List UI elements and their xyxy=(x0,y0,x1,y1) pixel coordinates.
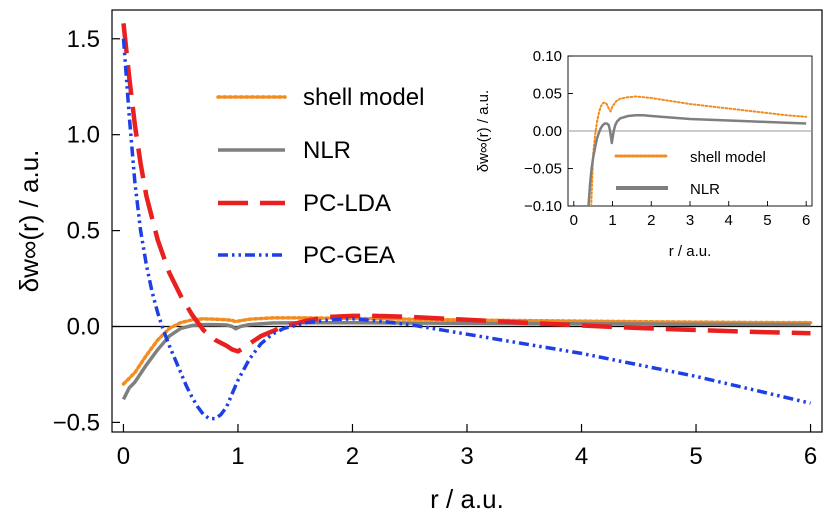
inset-x-tick-label-5: 5 xyxy=(763,212,771,229)
inset-y-tick-label-0-00: 0.00 xyxy=(533,123,562,140)
inset-ticks: 0 1 2 3 4 5 6 −0.10 −0.05 0.00 0.05 0.10 xyxy=(524,48,810,229)
inset-series-nlr xyxy=(587,114,807,206)
main-x-tick-label-5: 5 xyxy=(689,443,702,470)
inset-legend: shell model NLR xyxy=(614,149,766,198)
main-series-pc-gea xyxy=(121,38,811,421)
inset-legend-label-shell-model: shell model xyxy=(690,149,766,166)
inset-y-axis-title: δw∞(r) / a.u. xyxy=(475,90,492,172)
inset-y-tick-label-0-10: −0.10 xyxy=(524,198,562,215)
inset-x-tick-label-4: 4 xyxy=(725,212,733,229)
main-x-tick-label-2: 2 xyxy=(346,443,359,470)
main-y-tick-label-0-5: −0.5 xyxy=(53,409,100,436)
main-series-pc-lda xyxy=(121,23,811,354)
legend-label-pc-lda: PC-LDA xyxy=(303,190,391,217)
main-x-tick-label-4: 4 xyxy=(575,443,588,470)
main-y-tick-label-0-0: 0.0 xyxy=(67,314,100,341)
inset-x-tick-label-0: 0 xyxy=(570,212,578,229)
inset-x-tick-label-3: 3 xyxy=(686,212,694,229)
main-legend: shell model NLR PC-LDA PC-GEA xyxy=(216,84,424,269)
inset-x-tick-label-6: 6 xyxy=(802,212,810,229)
main-y-tick-label-1-5: 1.5 xyxy=(67,26,100,53)
main-x-tick-label-1: 1 xyxy=(231,443,244,470)
inset-series xyxy=(587,95,808,206)
inset-y-tick-label-0-10: 0.10 xyxy=(533,48,562,65)
main-x-tick-label-6: 6 xyxy=(804,443,817,470)
main-x-axis-title: r / a.u. xyxy=(430,484,504,514)
inset-legend-label-nlr: NLR xyxy=(690,181,720,198)
inset-y-tick-label-0-05: −0.05 xyxy=(524,161,562,178)
main-y-tick-label-1-0: 1.0 xyxy=(67,122,100,149)
main-x-tick-label-0: 0 xyxy=(117,443,130,470)
inset-y-tick-label-0-05: 0.05 xyxy=(533,86,562,103)
main-x-tick-label-3: 3 xyxy=(460,443,473,470)
inset-series-shell-model xyxy=(590,95,808,206)
main-y-axis-title: δw∞(r) / a.u. xyxy=(14,150,44,293)
legend-label-shell-model: shell model xyxy=(303,84,424,111)
legend-label-nlr: NLR xyxy=(303,137,351,164)
main-series-nlr xyxy=(121,320,811,401)
inset-x-axis-title: r / a.u. xyxy=(669,243,712,260)
main-y-tick-label-0-5: 0.5 xyxy=(67,218,100,245)
legend-label-pc-gea: PC-GEA xyxy=(303,242,395,269)
main-series xyxy=(121,23,813,421)
inset-x-tick-label-1: 1 xyxy=(608,212,616,229)
inset-x-tick-label-2: 2 xyxy=(647,212,655,229)
main-ticks: 0 1 2 3 4 5 6 −0.5 0.0 0.5 1.0 1.5 xyxy=(53,26,818,470)
main-series-shell-model xyxy=(121,316,813,386)
